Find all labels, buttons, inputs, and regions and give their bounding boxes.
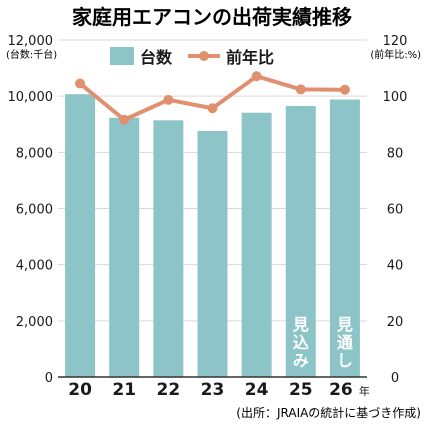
- left-tick-label: 4,000: [16, 259, 53, 274]
- right-tick-label: 20: [387, 315, 404, 330]
- yoy-point: [251, 71, 262, 82]
- yoy-point: [207, 103, 218, 114]
- category-label: 22: [157, 380, 181, 400]
- category-label: 26: [329, 380, 353, 400]
- left-tick-label: 2,000: [16, 315, 53, 330]
- yoy-point: [295, 84, 306, 95]
- legend-label-line: 前年比: [226, 48, 274, 67]
- bar-annotation: 見通し見通し: [336, 315, 353, 370]
- bar: [197, 130, 228, 377]
- bar: [65, 94, 96, 377]
- left-tick-label: 8,000: [16, 146, 53, 161]
- bar-annotation-char: 通: [337, 333, 353, 352]
- left-tick-label: 12,000: [8, 34, 54, 49]
- bar-annotation-char: 見: [292, 315, 309, 334]
- yoy-point: [75, 78, 86, 89]
- right-tick-label: 120: [383, 34, 408, 49]
- yoy-point: [119, 114, 130, 125]
- bar-annotation-char: み: [293, 351, 309, 370]
- right-tick-label: 40: [387, 259, 404, 274]
- left-tick-label: 10,000: [8, 90, 54, 105]
- category-year-suffix: 年: [359, 384, 370, 398]
- bar-annotation-char: し: [337, 351, 353, 370]
- category-label: 25: [289, 380, 313, 400]
- category-label: 24: [245, 380, 269, 400]
- left-tick-label: 6,000: [16, 203, 53, 218]
- category-label: 21: [112, 380, 136, 400]
- source-note: (出所：JRAIAの統計に基づき作成): [236, 405, 421, 420]
- yoy-point: [339, 84, 350, 95]
- bar: [153, 120, 184, 378]
- bar: [285, 105, 316, 377]
- bar: [109, 117, 140, 377]
- right-tick-label: 100: [383, 90, 408, 105]
- right-axis-unit: (前年比:%): [370, 48, 421, 61]
- yoy-point: [163, 94, 174, 105]
- bar: [241, 112, 272, 377]
- bar-annotation-char: 込: [293, 333, 309, 352]
- bar-annotation: 見込み見込み: [292, 315, 309, 370]
- line-series: [75, 71, 350, 125]
- left-tick-label: 0: [45, 371, 53, 386]
- legend: 台数 前年比: [110, 47, 274, 67]
- bar: [329, 99, 360, 377]
- left-axis-unit: (台数:千台): [6, 48, 57, 61]
- legend-label-bar: 台数: [140, 48, 173, 67]
- category-label: 20: [68, 380, 92, 400]
- legend-swatch-bar: [110, 47, 134, 65]
- right-tick-label: 80: [387, 146, 404, 161]
- right-tick-label: 0: [391, 371, 399, 386]
- right-tick-label: 60: [387, 203, 404, 218]
- bar-series: 見込み見込み 見通し見通し: [65, 94, 360, 378]
- category-label: 23: [201, 380, 225, 400]
- bar-annotation-char: 見: [336, 315, 353, 334]
- axes: 0 2,000 4,000 6,000 8,000 10,000 12,000 0 20 40 60…: [8, 34, 408, 400]
- legend-swatch-point: [199, 51, 209, 61]
- chart-title: 家庭用エアコンの出荷実績推移: [72, 5, 352, 29]
